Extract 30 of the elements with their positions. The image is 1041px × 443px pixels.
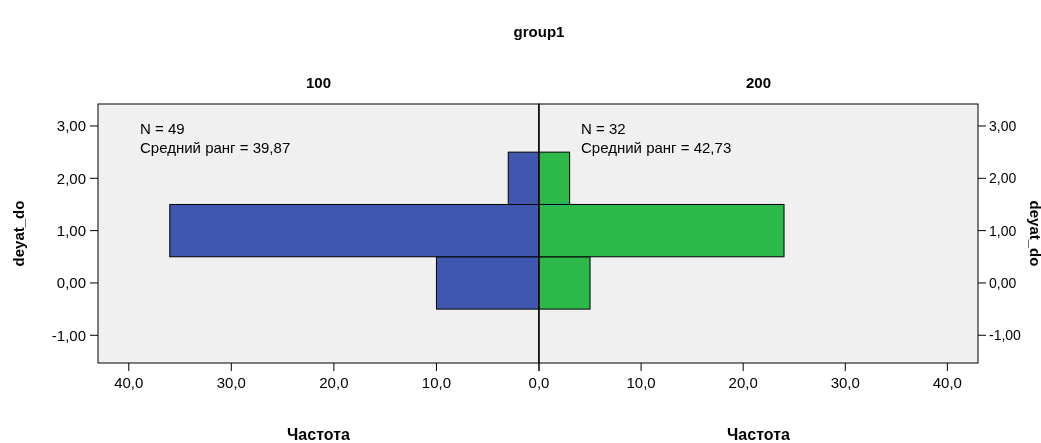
chart-subtitle: 100 xyxy=(305,74,332,91)
x-tick-label: 40,0 xyxy=(114,374,144,391)
annotation: N = 32 xyxy=(581,120,626,137)
y-tick-label: 1,00 xyxy=(989,222,1017,239)
x-tick-label: 20,0 xyxy=(319,374,349,391)
y-tick-label: 3,00 xyxy=(989,117,1017,134)
x-axis-title: Частота xyxy=(727,426,790,443)
y-tick-label: -1,00 xyxy=(51,326,86,344)
x-tick-label: 10,0 xyxy=(626,374,656,391)
chart-title: group1 xyxy=(513,23,565,40)
chart-subtitle: 200 xyxy=(745,74,772,91)
y-tick-label: 1,00 xyxy=(56,221,86,239)
y-axis-title: deyat_do xyxy=(10,200,27,267)
x-axis-title: Частота xyxy=(287,426,350,443)
x-tick-label: 30,0 xyxy=(830,374,860,391)
x-tick-label: 20,0 xyxy=(728,374,758,391)
annotation: N = 49 xyxy=(140,120,185,137)
x-tick-label: 30,0 xyxy=(216,374,246,391)
y-tick-label: -1,00 xyxy=(989,327,1022,344)
y-tick-label: 0,00 xyxy=(989,274,1017,291)
y-tick-label: 0,00 xyxy=(56,274,86,292)
y-axis-title: deyat_do xyxy=(1027,200,1041,267)
y-tick-label: 2,00 xyxy=(56,169,86,187)
annotation: Средний ранг = 39,87 xyxy=(140,139,291,156)
annotation: Средний ранг = 42,73 xyxy=(581,139,732,156)
x-tick-label: 40,0 xyxy=(932,374,962,391)
y-tick-label: 2,00 xyxy=(989,170,1017,187)
x-tick-label: 0,0 xyxy=(528,374,550,391)
y-tick-label: 3,00 xyxy=(56,117,86,135)
x-tick-label: 10,0 xyxy=(421,374,452,391)
